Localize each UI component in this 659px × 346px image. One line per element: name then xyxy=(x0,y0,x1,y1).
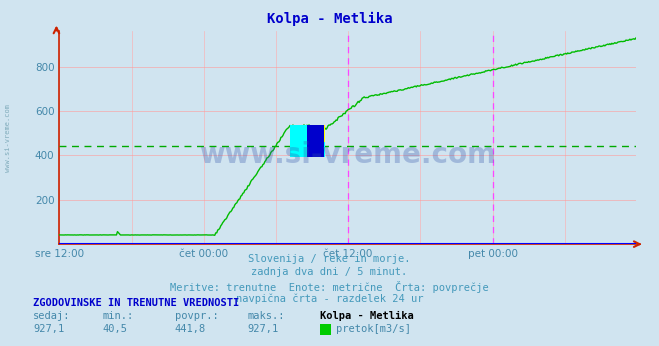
Text: Meritve: trenutne  Enote: metrične  Črta: povprečje: Meritve: trenutne Enote: metrične Črta: … xyxy=(170,281,489,293)
Text: ZGODOVINSKE IN TRENUTNE VREDNOSTI: ZGODOVINSKE IN TRENUTNE VREDNOSTI xyxy=(33,298,239,308)
Bar xyxy=(290,125,307,142)
Text: 441,8: 441,8 xyxy=(175,324,206,334)
Text: 40,5: 40,5 xyxy=(102,324,127,334)
Text: zadnja dva dni / 5 minut.: zadnja dva dni / 5 minut. xyxy=(251,267,408,277)
Bar xyxy=(290,142,325,157)
Text: www.si-vreme.com: www.si-vreme.com xyxy=(199,140,496,169)
Text: maks.:: maks.: xyxy=(247,311,285,321)
Bar xyxy=(307,125,324,157)
Text: min.:: min.: xyxy=(102,311,133,321)
Text: 927,1: 927,1 xyxy=(247,324,278,334)
Text: Kolpa - Metlika: Kolpa - Metlika xyxy=(320,311,413,321)
Text: www.si-vreme.com: www.si-vreme.com xyxy=(5,104,11,172)
Text: navpična črta - razdelek 24 ur: navpična črta - razdelek 24 ur xyxy=(236,294,423,304)
Text: 927,1: 927,1 xyxy=(33,324,64,334)
Text: povpr.:: povpr.: xyxy=(175,311,218,321)
Text: Slovenija / reke in morje.: Slovenija / reke in morje. xyxy=(248,254,411,264)
Bar xyxy=(290,125,325,142)
Text: Kolpa - Metlika: Kolpa - Metlika xyxy=(267,12,392,26)
Text: sedaj:: sedaj: xyxy=(33,311,71,321)
Text: pretok[m3/s]: pretok[m3/s] xyxy=(336,324,411,334)
